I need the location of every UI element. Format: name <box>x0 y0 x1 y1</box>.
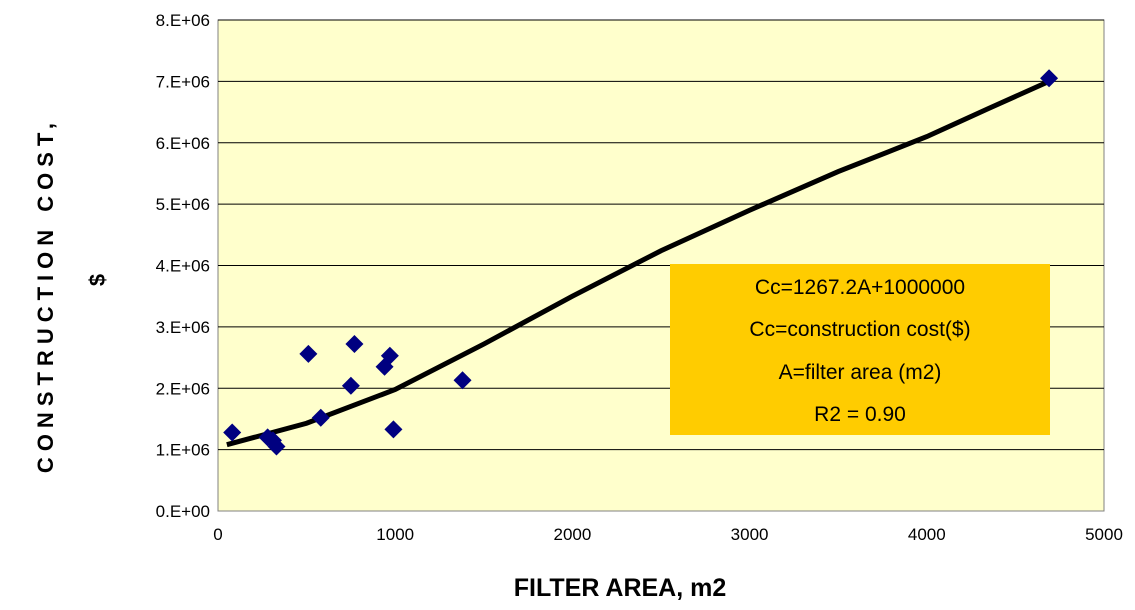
data-points <box>223 69 1059 456</box>
y-tick-label: 5.E+06 <box>156 195 210 214</box>
data-point <box>341 376 360 395</box>
y-axis-tick-labels: 0.E+00 1.E+06 2.E+06 3.E+06 4.E+06 5.E+06 6.E+… <box>156 11 210 521</box>
annotation-line-cc-definition: Cc=construction cost($) <box>749 318 970 341</box>
gridlines <box>218 19 1104 512</box>
y-axis-title-line-1: CONSTRUCTION COST, <box>33 117 58 473</box>
x-tick-label: 0 <box>213 525 222 544</box>
trendline <box>226 79 1051 448</box>
y-tick-label: 8.E+06 <box>156 11 210 30</box>
y-axis-title-line-2: $ <box>85 274 110 286</box>
x-axis-tick-labels: 0 1000 2000 3000 4000 5000 <box>213 525 1123 544</box>
x-tick-label: 5000 <box>1085 525 1123 544</box>
x-tick-label: 2000 <box>553 525 591 544</box>
data-point <box>311 408 330 427</box>
data-point <box>223 423 242 442</box>
y-tick-label: 6.E+06 <box>156 134 210 153</box>
y-tick-label: 3.E+06 <box>156 318 210 337</box>
annotation-line-a-definition: A=filter area (m2) <box>779 361 942 384</box>
equation-annotation: Cc=1267.2A+1000000 Cc=construction cost(… <box>670 264 1050 435</box>
data-point <box>453 371 472 390</box>
data-point <box>299 344 318 363</box>
data-point <box>345 335 364 354</box>
x-tick-label: 3000 <box>731 525 769 544</box>
y-tick-label: 0.E+00 <box>156 502 210 521</box>
y-tick-label: 7.E+06 <box>156 72 210 91</box>
data-point <box>267 437 286 456</box>
y-tick-label: 2.E+06 <box>156 379 210 398</box>
annotation-line-r2: R2 = 0.90 <box>814 403 906 426</box>
y-tick-label: 4.E+06 <box>156 257 210 276</box>
data-point <box>1040 69 1059 88</box>
data-point <box>384 420 403 439</box>
y-tick-label: 1.E+06 <box>156 441 210 460</box>
annotation-box <box>670 264 1050 435</box>
x-tick-label: 4000 <box>908 525 946 544</box>
x-tick-label: 1000 <box>376 525 414 544</box>
trendline-group <box>226 79 1051 448</box>
annotation-line-equation: Cc=1267.2A+1000000 <box>755 276 965 299</box>
x-axis-title: FILTER AREA, m2 <box>514 574 727 602</box>
data-point <box>380 346 399 365</box>
